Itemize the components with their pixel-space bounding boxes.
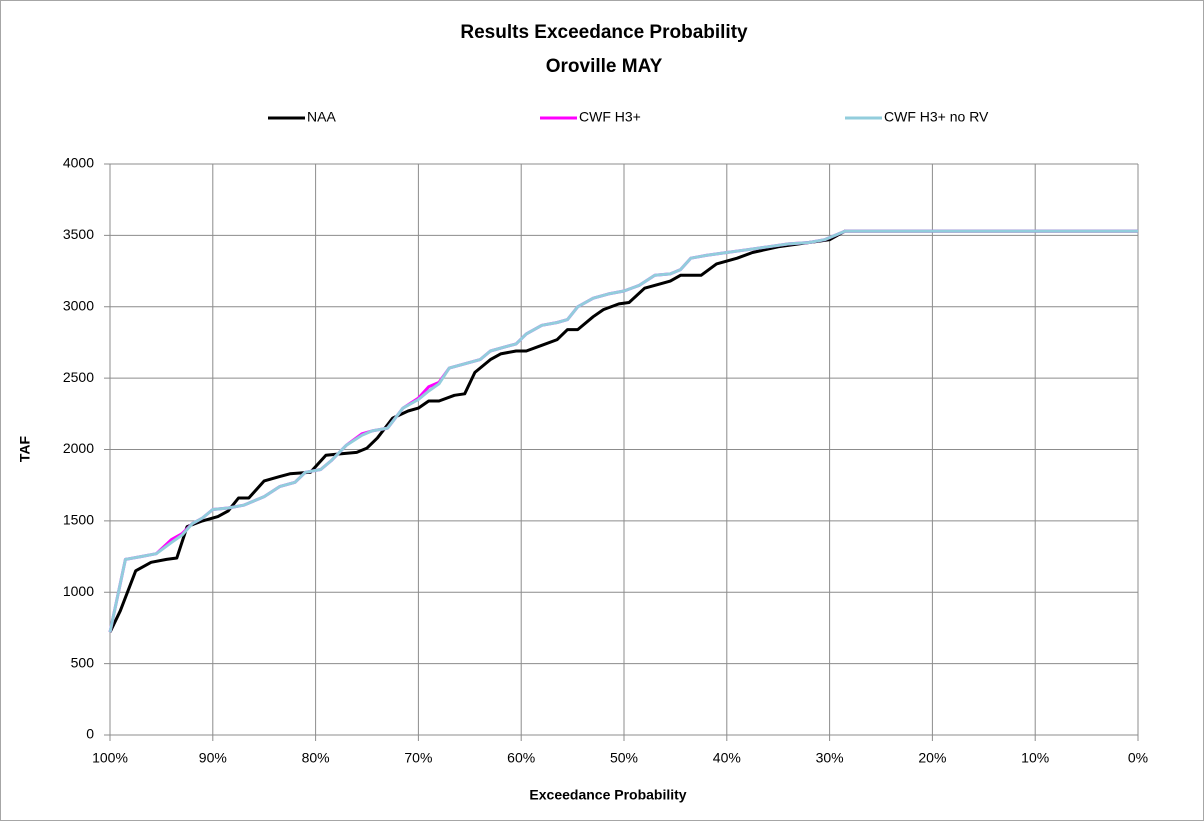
legend-label: NAA	[307, 109, 336, 125]
y-tick-label: 3000	[63, 297, 94, 313]
data-line	[108, 229, 1138, 633]
chart-subtitle: Oroville MAY	[546, 56, 663, 77]
y-tick-label: 1000	[63, 583, 94, 599]
x-tick-label: 90%	[199, 750, 227, 766]
y-tick-label: 0	[86, 726, 94, 742]
y-tick-label: 3500	[63, 226, 94, 242]
x-tick-label: 20%	[918, 750, 946, 766]
x-tick-label: 60%	[507, 750, 535, 766]
x-tick-label: 10%	[1021, 750, 1049, 766]
legend-label: CWF H3+ no RV	[884, 109, 989, 125]
y-tick-label: 500	[71, 654, 95, 670]
y-tick-label: 4000	[63, 155, 94, 171]
x-tick-label: 50%	[610, 750, 638, 766]
x-tick-label: 70%	[404, 750, 432, 766]
x-tick-label: 30%	[816, 750, 844, 766]
x-tick-label: 40%	[713, 750, 741, 766]
x-tick-label: 100%	[92, 750, 128, 766]
x-tick-label: 0%	[1128, 750, 1148, 766]
data-line	[108, 229, 1138, 633]
chart-title: Results Exceedance Probability	[460, 22, 748, 43]
legend-label: CWF H3+	[579, 109, 641, 125]
x-axis-title: Exceedance Probability	[529, 787, 686, 803]
y-tick-label: 2000	[63, 440, 94, 456]
y-tick-label: 2500	[63, 369, 94, 385]
x-tick-label: 80%	[302, 750, 330, 766]
y-axis-title: TAF	[17, 435, 33, 462]
y-tick-label: 1500	[63, 512, 94, 528]
